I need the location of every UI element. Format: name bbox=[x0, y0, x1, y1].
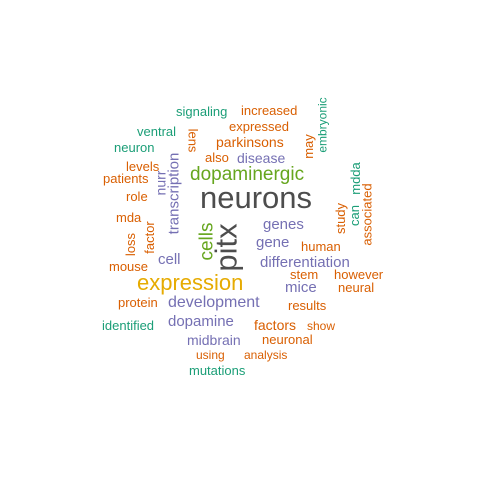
word-neuronal: neuronal bbox=[262, 332, 313, 347]
word-factors: factors bbox=[254, 317, 297, 333]
word-factor: factor bbox=[141, 221, 157, 254]
word-levels: levels bbox=[126, 159, 160, 174]
word-mutations: mutations bbox=[189, 363, 246, 378]
word-results: results bbox=[288, 298, 327, 313]
word-also: also bbox=[205, 150, 229, 165]
word-can: can bbox=[346, 205, 362, 226]
word-genes: genes bbox=[263, 216, 304, 233]
word-development: development bbox=[168, 294, 260, 311]
word-signaling: signaling bbox=[176, 104, 228, 119]
word-mdda: mdda bbox=[347, 162, 363, 195]
word-protein: protein bbox=[118, 295, 158, 310]
word-dopamine: dopamine bbox=[168, 313, 234, 330]
word-loss: loss bbox=[123, 232, 139, 257]
word-mda: mda bbox=[116, 210, 142, 225]
word-neuron: neuron bbox=[114, 140, 155, 155]
word-cell: cell bbox=[158, 251, 181, 268]
word-gene: gene bbox=[256, 234, 290, 251]
word-however: however bbox=[334, 267, 384, 282]
word-neurons: neurons bbox=[200, 180, 313, 215]
word-disease: disease bbox=[237, 150, 286, 166]
word-mice: mice bbox=[285, 279, 317, 296]
word-transcription: transcription bbox=[165, 152, 183, 235]
word-role: role bbox=[126, 189, 148, 204]
word-lens: lens bbox=[185, 128, 201, 153]
word-show: show bbox=[307, 319, 336, 333]
word-stem: stem bbox=[290, 267, 319, 282]
word-cells: cells bbox=[196, 222, 218, 261]
word-expressed: expressed bbox=[229, 119, 289, 134]
word-identified: identified bbox=[102, 318, 155, 333]
word-nurr: nurr bbox=[152, 170, 169, 196]
word-mouse: mouse bbox=[109, 259, 149, 274]
word-increased: increased bbox=[241, 103, 298, 118]
word-embryonic: embryonic bbox=[315, 97, 330, 153]
word-study: study bbox=[333, 202, 349, 235]
word-analysis: analysis bbox=[244, 348, 288, 362]
word-using: using bbox=[196, 348, 225, 362]
word-human: human bbox=[301, 239, 341, 254]
word-patients: patients bbox=[103, 171, 149, 186]
word-differentiation: differentiation bbox=[260, 254, 350, 271]
word-parkinsons: parkinsons bbox=[216, 134, 284, 150]
word-neural: neural bbox=[338, 280, 375, 295]
word-ventral: ventral bbox=[137, 124, 177, 139]
word-midbrain: midbrain bbox=[187, 332, 241, 348]
word-dopaminergic: dopaminergic bbox=[190, 164, 305, 185]
word-expression: expression bbox=[137, 270, 244, 295]
word-may: may bbox=[300, 134, 316, 159]
